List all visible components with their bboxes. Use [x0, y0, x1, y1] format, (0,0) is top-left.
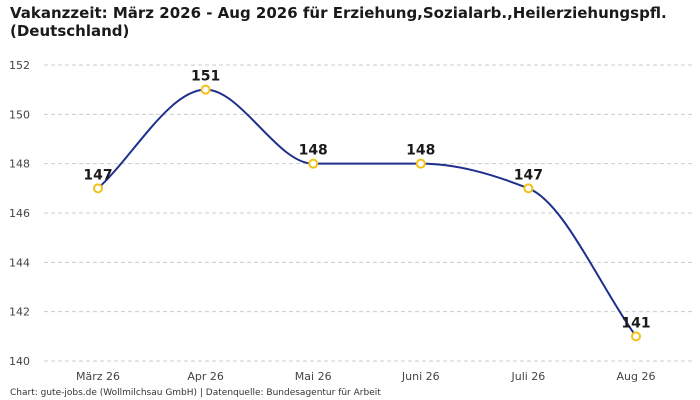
y-tick-label: 142 [9, 306, 30, 319]
x-tick-label: Juni 26 [401, 370, 440, 383]
data-markers [93, 84, 641, 342]
data-point [415, 158, 426, 169]
y-tick-label: 150 [9, 108, 30, 121]
chart-footer: Chart: gute-jobs.de (Wollmilchsau GmbH) … [10, 388, 381, 398]
x-tick-label: Aug 26 [617, 370, 656, 383]
y-tick-label: 148 [9, 158, 30, 171]
data-point [200, 84, 211, 95]
data-label: 151 [191, 69, 220, 85]
x-tick-label: Juli 26 [510, 370, 545, 383]
x-tick-label: Mai 26 [295, 370, 332, 383]
data-label: 141 [621, 315, 650, 331]
grid-lines [44, 64, 692, 362]
data-point [523, 183, 534, 194]
y-tick-label: 146 [9, 207, 30, 220]
data-label: 147 [514, 167, 543, 183]
data-label: 148 [406, 143, 435, 159]
data-point [308, 158, 319, 169]
y-tick-label: 140 [9, 355, 30, 368]
chart-title: Vakanzzeit: März 2026 - Aug 2026 für Erz… [10, 4, 667, 40]
y-tick-label: 152 [9, 59, 30, 72]
y-tick-label: 144 [9, 256, 30, 269]
data-label: 148 [299, 143, 328, 159]
series-line [97, 88, 637, 337]
data-point [631, 331, 641, 342]
data-label: 147 [83, 167, 112, 183]
x-tick-label: Apr 26 [187, 370, 224, 383]
x-axis: März 26 Apr 26 Mai 26 Juni 26 Juli 26 Aug 26 [76, 370, 656, 383]
x-tick-label: März 26 [76, 370, 120, 383]
y-axis: 140 142 144 146 148 150 152 [9, 59, 30, 368]
data-point [93, 183, 103, 194]
data-labels: 147 151 148 148 147 141 [83, 69, 650, 332]
